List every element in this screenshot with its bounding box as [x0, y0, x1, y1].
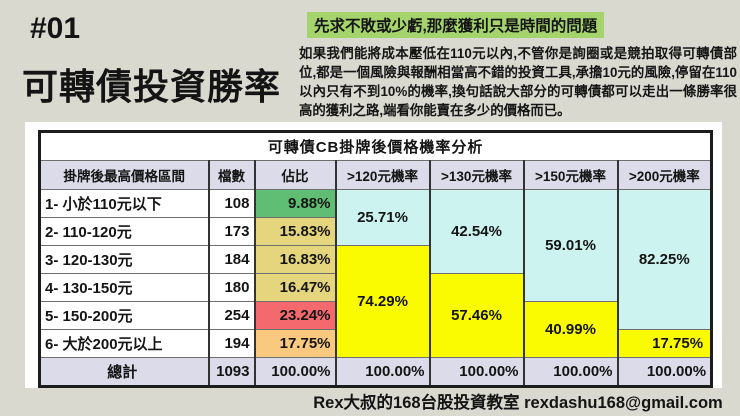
share-cell: 17.75% — [253, 329, 337, 358]
price-range-cell: 4- 130-150元 — [38, 273, 210, 302]
share-cell: 9.88% — [253, 189, 337, 218]
intro-paragraph: 如果我們能將成本壓低在110元以內,不管你是詢圈或是競拍取得可轉債部位,都是一個… — [299, 46, 737, 119]
column-header: >120元機率 — [334, 160, 431, 190]
table-title-row: 可轉債CB掛牌後價格機率分析 — [38, 131, 713, 161]
column-header: >130元機率 — [428, 160, 525, 190]
column-header: >200元機率 — [616, 160, 713, 190]
share-cell: 23.24% — [253, 301, 337, 330]
total-value-cell: 100.00% — [522, 357, 619, 387]
total-value-cell: 100.00% — [253, 357, 337, 387]
price-range-cell: 3- 120-130元 — [38, 245, 210, 274]
table-title: 可轉債CB掛牌後價格機率分析 — [38, 131, 713, 161]
count-cell: 254 — [207, 301, 256, 330]
probability-cell: 42.54% — [428, 189, 525, 274]
total-value-cell: 1093 — [207, 357, 256, 387]
slide-number: #01 — [30, 12, 81, 45]
table-row: 6- 大於200元以上 194 17.75% 17.75% — [38, 329, 713, 358]
share-cell: 15.83% — [253, 217, 337, 246]
column-header: 佔比 — [253, 160, 337, 190]
probability-cell: 25.71% — [334, 189, 431, 246]
probability-cell: 74.29% — [334, 245, 431, 358]
total-value-cell: 100.00% — [428, 357, 525, 387]
table-total-row: 總計 1093 100.00% 100.00% 100.00% 100.00% 100.00… — [38, 357, 713, 387]
total-label-cell: 總計 — [38, 357, 210, 387]
total-value-cell: 100.00% — [616, 357, 713, 387]
highlight-quote: 先求不敗或少虧,那麼獲利只是時間的問題 — [307, 12, 605, 38]
count-cell: 173 — [207, 217, 256, 246]
share-cell: 16.83% — [253, 245, 337, 274]
probability-cell: 82.25% — [616, 189, 713, 330]
price-range-cell: 5- 150-200元 — [38, 301, 210, 330]
table-row: 4- 130-150元 180 16.47% 57.46% — [38, 273, 712, 358]
price-range-cell: 6- 大於200元以上 — [38, 329, 210, 358]
share-cell: 16.47% — [253, 273, 337, 302]
count-cell: 180 — [207, 273, 256, 302]
price-range-cell: 2- 110-120元 — [38, 217, 210, 246]
probability-cell: 59.01% — [522, 189, 619, 302]
count-cell: 184 — [207, 245, 256, 274]
column-header: 掛牌後最高價格區間 — [38, 160, 210, 190]
column-header: 檔數 — [207, 160, 256, 190]
footer-credit: Rex大叔的168台股投資教室 rexdashu168@gmail.com — [313, 394, 723, 412]
probability-cell: 17.75% — [616, 329, 713, 358]
column-header: >150元機率 — [522, 160, 619, 190]
probability-cell: 40.99% — [522, 301, 619, 358]
total-value-cell: 100.00% — [334, 357, 431, 387]
probability-cell: 57.46% — [428, 273, 525, 358]
count-cell: 194 — [207, 329, 256, 358]
table-row: 2- 110-120元 173 15.83% — [38, 217, 712, 246]
table-header-row: 掛牌後最高價格區間 檔數 佔比 >120元機率 >130元機率 >150元機率 >200元機… — [38, 160, 713, 190]
table-panel: 可轉債CB掛牌後價格機率分析 掛牌後最高價格區間 檔數 佔比 >120元機率 >130元… — [25, 122, 722, 388]
table-row: 3- 120-130元 184 16.83% 74.29% — [38, 245, 712, 358]
table-row: 1- 小於110元以下 108 9.88% 25.71% 42.54% 59.01% 82.… — [38, 189, 713, 330]
cb-probability-table: 可轉債CB掛牌後價格機率分析 掛牌後最高價格區間 檔數 佔比 >120元機率 >130元… — [38, 130, 714, 388]
price-range-cell: 1- 小於110元以下 — [38, 189, 210, 218]
page-title: 可轉債投資勝率 — [22, 66, 282, 107]
count-cell: 108 — [207, 189, 256, 218]
table-row: 5- 150-200元 254 23.24% 40.99% — [38, 301, 712, 358]
